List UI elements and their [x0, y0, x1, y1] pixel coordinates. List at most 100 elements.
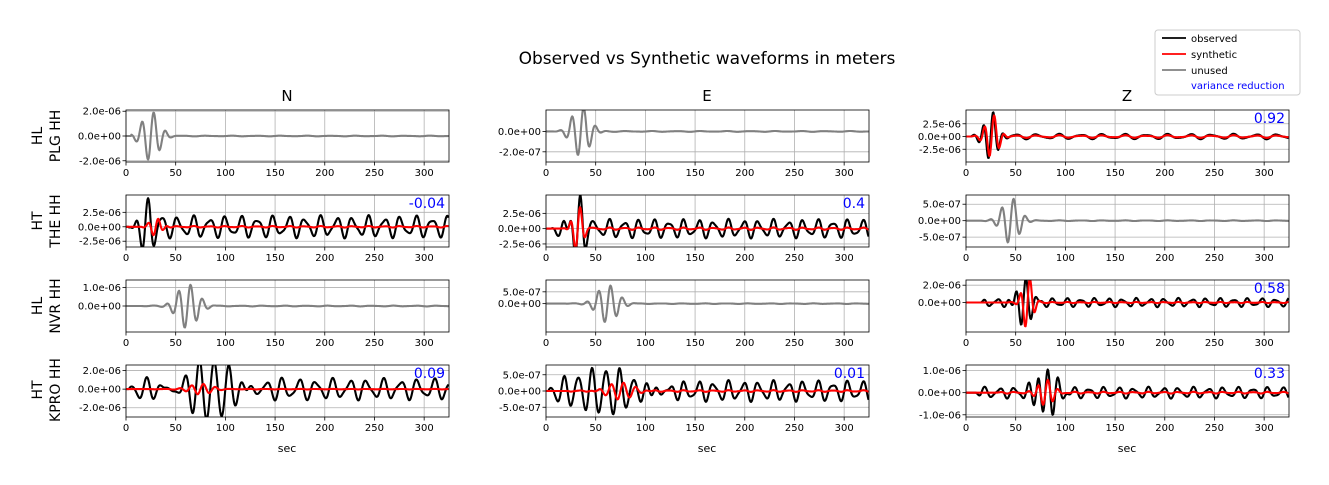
x-tick-label: 50	[169, 253, 182, 264]
variance-reduction-label: 0.92	[1254, 111, 1285, 127]
x-tick-label: 200	[315, 253, 334, 264]
unused-trace	[126, 111, 449, 161]
x-tick-label: 300	[835, 253, 854, 264]
axes-frame	[125, 279, 450, 333]
x-tick-label: 200	[735, 168, 754, 179]
x-tick-label: 100	[636, 338, 655, 349]
y-tick-label: 0.0e+00	[918, 388, 961, 399]
x-tick-label: 250	[365, 168, 384, 179]
x-tick-label: 150	[266, 338, 285, 349]
x-axis-label-n: sec	[278, 442, 297, 455]
y-tick-label: 5.0e-07	[503, 287, 541, 298]
row-station-label: PLG HH	[48, 110, 64, 163]
column-title-n: N	[281, 87, 292, 105]
row-label-2: HT THE HH	[30, 194, 64, 248]
x-tick-label: 300	[835, 338, 854, 349]
x-tick-label: 150	[266, 168, 285, 179]
x-tick-label: 50	[169, 168, 182, 179]
y-tick-label: 2.0e-06	[83, 366, 121, 377]
axes-frame	[965, 194, 1290, 248]
x-tick-label: 0	[543, 253, 549, 264]
panel-the-hh-z: 0 50 100 150 200 250 300 5.0e-07 0.0e+00 -5.0e-07	[918, 194, 1290, 264]
x-tick-label: 50	[169, 423, 182, 434]
x-tick-label: 50	[1009, 423, 1022, 434]
x-tick-label: 150	[686, 423, 705, 434]
row-label-3: HL NVR HH	[30, 278, 64, 333]
synthetic-trace	[546, 381, 869, 401]
y-tick-label: 0.0e+00	[918, 216, 961, 227]
x-tick-label: 200	[735, 423, 754, 434]
y-tick-label: 0.0e+00	[78, 222, 121, 233]
x-tick-label: 300	[835, 168, 854, 179]
panel-plg-hh-z: 0 50 100 150 200 250 300 2.5e-06 0.0e+00 -2.5e-06…	[918, 109, 1290, 179]
plot-area	[546, 280, 869, 332]
row-network-label: HL	[30, 297, 46, 316]
legend-label-observed: observed	[1191, 34, 1237, 45]
x-tick-label: 250	[785, 168, 804, 179]
y-tick-label: 1.0e-06	[83, 283, 121, 294]
y-tick-label: -5.0e-07	[919, 233, 961, 244]
axes-frame	[545, 279, 870, 333]
x-tick-label: 100	[1056, 338, 1075, 349]
y-tick-label: 0.0e+00	[78, 302, 121, 313]
y-tick-label: 2.5e-06	[923, 119, 961, 130]
x-tick-label: 100	[216, 168, 235, 179]
y-tick-label: -2.5e-06	[499, 239, 541, 250]
x-tick-label: 50	[589, 253, 602, 264]
x-tick-label: 200	[1155, 253, 1174, 264]
column-title-e: E	[702, 87, 711, 105]
panel-kpro-hh-z: 0 50 100 150 200 250 300 1.0e-06 0.0e+00 -1.0e-06…	[918, 364, 1290, 434]
x-tick-label: 100	[216, 423, 235, 434]
x-tick-label: 150	[1106, 338, 1125, 349]
panel-nvr-hh-z: 0 50 100 150 200 250 300 2.0e-06 0.0e+00 0.58	[918, 279, 1290, 349]
x-tick-label: 300	[415, 253, 434, 264]
axes-frame	[125, 194, 450, 248]
x-tick-label: 100	[636, 168, 655, 179]
x-tick-label: 50	[589, 423, 602, 434]
y-tick-label: 5.0e-07	[503, 370, 541, 381]
row-network-label: HL	[30, 127, 46, 146]
plot-area	[546, 110, 869, 162]
row-network-label: HT	[30, 211, 46, 231]
x-axis-label-z: sec	[1118, 442, 1137, 455]
variance-reduction-label: 0.33	[1254, 366, 1285, 382]
y-tick-label: 0.0e+00	[498, 387, 541, 398]
x-tick-label: 150	[266, 423, 285, 434]
x-tick-label: 150	[686, 338, 705, 349]
x-tick-label: 300	[1255, 168, 1274, 179]
x-tick-label: 50	[1009, 338, 1022, 349]
legend-label-unused: unused	[1191, 66, 1228, 77]
variance-reduction-label: 0.4	[843, 196, 865, 212]
x-tick-label: 0	[963, 338, 969, 349]
y-tick-label: 0.0e+00	[498, 299, 541, 310]
legend-label-synthetic: synthetic	[1191, 50, 1237, 61]
plot-area	[546, 195, 869, 247]
x-tick-label: 150	[1106, 253, 1125, 264]
x-tick-label: 250	[365, 423, 384, 434]
x-tick-label: 300	[1255, 423, 1274, 434]
y-tick-label: 0.0e+00	[78, 385, 121, 396]
legend-frame	[1154, 29, 1301, 96]
x-tick-label: 200	[1155, 338, 1174, 349]
panel-plg-hh-n: 0 50 100 150 200 250 300 2.0e-06 0.0e+00 -2.0e-06	[78, 107, 450, 179]
y-tick-label: -5.0e-07	[499, 403, 541, 414]
axes-frame	[545, 109, 870, 163]
x-tick-label: 300	[835, 423, 854, 434]
x-tick-label: 0	[543, 338, 549, 349]
x-tick-label: 150	[686, 168, 705, 179]
variance-reduction-label: -0.04	[409, 196, 445, 212]
observed-trace	[126, 365, 449, 417]
y-tick-label: 2.0e-06	[923, 281, 961, 292]
legend-label-variance-reduction: variance reduction	[1191, 81, 1285, 92]
x-tick-label: 250	[365, 338, 384, 349]
unused-trace	[546, 284, 869, 323]
row-label-4: HT KPRO HH	[30, 358, 64, 422]
panel-nvr-hh-e: 0 50 100 150 200 250 300 5.0e-070.0e+00	[498, 279, 870, 349]
x-tick-label: 50	[1009, 253, 1022, 264]
x-tick-label: 0	[123, 338, 129, 349]
x-tick-label: 50	[1009, 168, 1022, 179]
y-tick-label: 0.0e+00	[498, 224, 541, 235]
x-tick-label: 250	[785, 338, 804, 349]
synthetic-trace	[966, 114, 1289, 157]
x-tick-label: 100	[1056, 423, 1075, 434]
